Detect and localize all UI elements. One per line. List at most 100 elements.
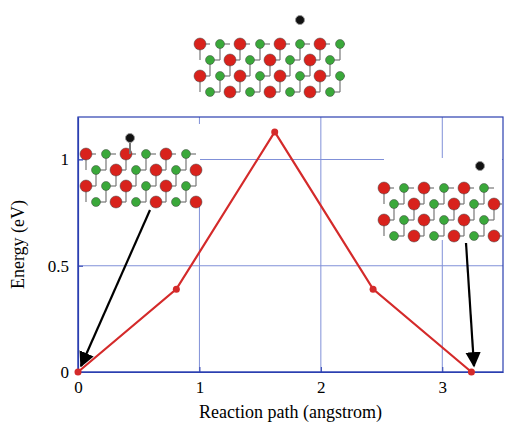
atom-m bbox=[296, 72, 305, 81]
atom-m bbox=[326, 88, 335, 97]
atom-o bbox=[110, 196, 122, 208]
atom-m bbox=[256, 72, 265, 81]
atom-o bbox=[488, 198, 500, 210]
atom-o bbox=[160, 148, 172, 160]
grid-line bbox=[442, 117, 443, 372]
atom-m bbox=[102, 150, 111, 159]
atom-o bbox=[110, 164, 122, 176]
tick-mark bbox=[199, 367, 200, 372]
inset-background bbox=[86, 124, 200, 206]
atom-m bbox=[172, 166, 181, 175]
inset-background bbox=[200, 14, 345, 96]
atom-m bbox=[246, 56, 255, 65]
atom-m bbox=[440, 184, 449, 193]
tick-label: 0 bbox=[74, 378, 83, 397]
plot-frame bbox=[78, 117, 503, 372]
atom-o bbox=[408, 230, 420, 242]
atom-m bbox=[286, 88, 295, 97]
atom-m bbox=[296, 40, 305, 49]
atom-m bbox=[132, 166, 141, 175]
atom-o bbox=[160, 180, 172, 192]
tick: 0 bbox=[61, 363, 84, 382]
tick-mark bbox=[321, 367, 322, 372]
atom-m bbox=[246, 88, 255, 97]
tick: 2 bbox=[317, 367, 326, 397]
tick-label: 1 bbox=[196, 378, 205, 397]
atom-o bbox=[264, 86, 276, 98]
atom-o bbox=[304, 86, 316, 98]
grid-line bbox=[320, 117, 321, 372]
y-axis: 00.51 bbox=[48, 118, 83, 382]
atom-o bbox=[488, 230, 500, 242]
atom-o bbox=[224, 86, 236, 98]
atom-o bbox=[224, 54, 236, 66]
inset-background bbox=[384, 158, 502, 240]
atom-m bbox=[216, 40, 225, 49]
atom-m bbox=[480, 184, 489, 193]
atom-o bbox=[418, 182, 430, 194]
arrow bbox=[81, 210, 150, 366]
atom-o bbox=[418, 214, 430, 226]
tick: 1 bbox=[196, 367, 205, 397]
atom-h bbox=[296, 16, 305, 25]
atom-m bbox=[206, 88, 215, 97]
atom-m bbox=[182, 150, 191, 159]
atom-o bbox=[448, 230, 460, 242]
atom-m bbox=[390, 232, 399, 241]
atom-o bbox=[194, 70, 206, 82]
plot: 012300.51 bbox=[48, 117, 504, 397]
atom-m bbox=[172, 198, 181, 207]
atom-m bbox=[132, 198, 141, 207]
atom-o bbox=[274, 38, 286, 50]
atom-m bbox=[326, 56, 335, 65]
atom-m bbox=[92, 198, 101, 207]
structure-inset bbox=[194, 14, 345, 98]
atom-o bbox=[304, 54, 316, 66]
atom-m bbox=[142, 150, 151, 159]
atom-o bbox=[80, 180, 92, 192]
point bbox=[271, 128, 278, 135]
axis-line bbox=[78, 118, 79, 373]
atom-h bbox=[126, 134, 135, 143]
tick-label: 1 bbox=[61, 150, 70, 169]
tick-label: 0 bbox=[61, 363, 70, 382]
point bbox=[468, 369, 475, 376]
axis-line bbox=[79, 372, 504, 373]
atom-m bbox=[256, 40, 265, 49]
atom-m bbox=[480, 216, 489, 225]
atom-m bbox=[216, 72, 225, 81]
atom-m bbox=[430, 200, 439, 209]
atom-o bbox=[314, 70, 326, 82]
atom-o bbox=[190, 164, 202, 176]
point bbox=[370, 286, 377, 293]
atom-m bbox=[336, 72, 345, 81]
tick: 0.5 bbox=[48, 257, 83, 276]
atom-o bbox=[190, 196, 202, 208]
tick-mark bbox=[442, 367, 443, 372]
point bbox=[75, 369, 82, 376]
chart: 012300.51Reaction path (angstrom)Energy … bbox=[0, 0, 527, 430]
grid-line bbox=[78, 265, 503, 266]
atom-o bbox=[448, 198, 460, 210]
tick: 3 bbox=[439, 367, 448, 397]
structure-inset bbox=[80, 124, 202, 208]
atom-m bbox=[336, 40, 345, 49]
grid bbox=[78, 117, 503, 372]
atom-m bbox=[286, 56, 295, 65]
atom-m bbox=[440, 216, 449, 225]
atom-o bbox=[264, 54, 276, 66]
atom-o bbox=[120, 180, 132, 192]
atom-m bbox=[142, 182, 151, 191]
atom-m bbox=[470, 200, 479, 209]
x-axis-title: Reaction path (angstrom) bbox=[199, 402, 382, 423]
x-axis: 0 1 2 3 bbox=[74, 367, 503, 397]
atom-h bbox=[476, 162, 485, 171]
atom-o bbox=[314, 38, 326, 50]
atom-o bbox=[458, 182, 470, 194]
atom-o bbox=[150, 196, 162, 208]
atom-m bbox=[400, 216, 409, 225]
atom-m bbox=[390, 200, 399, 209]
atom-o bbox=[378, 214, 390, 226]
atom-m bbox=[430, 232, 439, 241]
atom-o bbox=[378, 182, 390, 194]
